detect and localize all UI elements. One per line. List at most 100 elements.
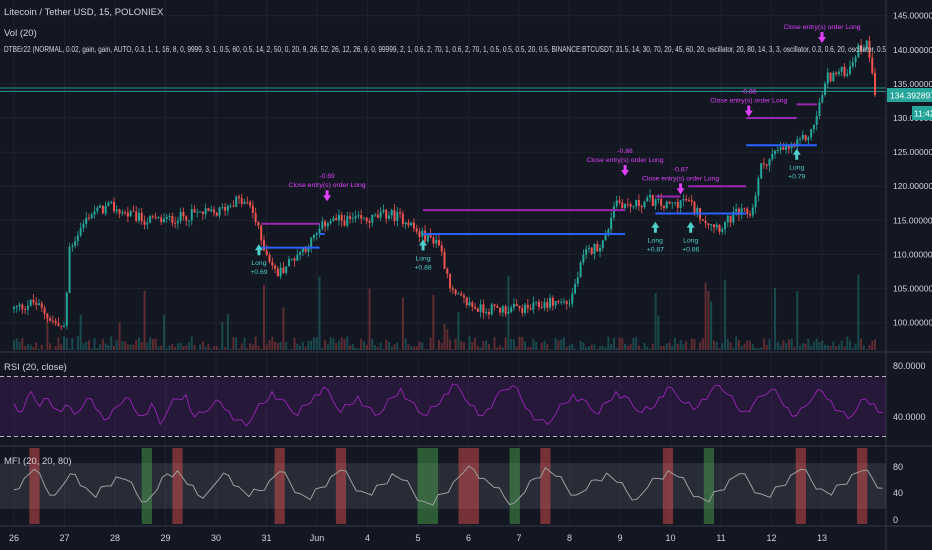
volume-bar <box>115 340 118 350</box>
candle-body <box>599 247 602 252</box>
volume-bar <box>46 312 49 350</box>
candle-body <box>604 234 607 241</box>
candle-body <box>493 304 496 307</box>
volume-bar <box>385 339 388 350</box>
volume-bar <box>718 348 721 350</box>
volume-bar <box>674 337 677 350</box>
volume-bar <box>782 340 785 350</box>
candle-body <box>837 71 840 75</box>
candle-body <box>626 203 629 205</box>
candle-body <box>782 147 785 150</box>
candle-body <box>576 277 579 284</box>
candle-body <box>404 222 407 225</box>
volume-bar <box>746 340 749 350</box>
volume-bar <box>124 341 127 350</box>
candle-body <box>237 196 240 199</box>
candle-body <box>51 320 54 322</box>
rsi-panel[interactable]: RSI (20, close) <box>0 362 886 437</box>
rsi-label[interactable]: RSI (20, close) <box>4 362 67 373</box>
volume-bar <box>349 345 352 350</box>
candle-body <box>532 302 535 310</box>
candle-body <box>54 320 57 323</box>
volume-bar <box>93 338 96 350</box>
candle-body <box>485 312 488 313</box>
candle-body <box>718 224 721 232</box>
volume-bar <box>712 340 715 350</box>
mfi-label[interactable]: MFI (20, 20, 80) <box>4 456 72 467</box>
candle-body <box>615 200 618 207</box>
candle-body <box>129 211 132 217</box>
volume-bar <box>329 336 332 350</box>
candle-body <box>21 304 24 310</box>
mfi-tick-0: 0 <box>893 515 898 525</box>
time-tick-label: 8 <box>567 533 572 543</box>
candle-body <box>799 138 802 140</box>
candle-body <box>324 221 327 227</box>
strategy-indicator-label[interactable]: DTBEr22 (NORMAL, 0.02, gain, gain, AUTO,… <box>4 44 886 54</box>
time-tick-label: 11 <box>716 533 725 543</box>
time-tick-label: 6 <box>466 533 471 543</box>
trade-marker: Long +0.88 <box>414 239 432 271</box>
mfi-overbought-zone <box>172 448 183 524</box>
candle-body <box>787 146 790 149</box>
rsi-tick-40: 40.0000 <box>893 412 926 422</box>
volume-bar <box>574 348 577 350</box>
time-axis[interactable]: 26 27 28 29 30 31 Jun 4 5 6 7 8 9 10 11 12 13 <box>9 533 827 543</box>
candle-body <box>201 211 204 215</box>
volume-bar <box>324 340 327 350</box>
candle-body <box>632 206 635 208</box>
candle-body <box>746 208 749 215</box>
candle-body <box>765 164 768 166</box>
volume-bar <box>571 343 574 350</box>
volume-bar <box>129 344 132 350</box>
candle-body <box>126 212 129 217</box>
volume-bar <box>699 342 702 350</box>
volume-bar <box>521 336 524 350</box>
volume-bar <box>568 345 571 350</box>
volume-bar <box>724 279 727 350</box>
candle-body <box>390 210 393 216</box>
volume-bar <box>318 276 321 350</box>
volume-bar <box>68 348 71 350</box>
candle-body <box>146 222 149 225</box>
candle-body <box>687 200 690 202</box>
trade-type-label: Close entry(s) order Long <box>783 24 860 31</box>
candle-body <box>262 240 265 251</box>
candle-body <box>154 217 157 219</box>
volume-bar <box>262 284 265 350</box>
candle-body <box>249 202 252 206</box>
volume-bar <box>21 338 24 350</box>
candle-body <box>460 293 463 296</box>
volume-bar <box>704 282 707 350</box>
candle-body <box>860 44 863 50</box>
volume-bar <box>104 343 107 350</box>
rsi-line <box>13 383 883 427</box>
vol-indicator-label[interactable]: Vol (20) <box>4 28 37 39</box>
volume-bar <box>35 342 38 350</box>
volume-bar <box>162 314 165 350</box>
candle-body <box>232 205 235 207</box>
price-panel[interactable]: Long +0.69 Close entry(s) order Long -0.69 L… <box>0 24 886 350</box>
volume-bar <box>760 347 763 350</box>
candle-body <box>585 249 588 255</box>
candle-body <box>526 304 529 309</box>
volume-bar <box>243 337 246 350</box>
current-price-tag: 134.39289792 11:42 <box>887 88 932 120</box>
volume-bar <box>496 347 499 350</box>
volume-bar <box>274 341 277 350</box>
volume-bar <box>396 342 399 350</box>
volume-bar <box>590 344 593 350</box>
mfi-panel[interactable]: MFI (20, 20, 80) <box>0 448 886 524</box>
horizontal-price-lines <box>0 87 886 92</box>
candle-body <box>504 306 507 314</box>
candle-body <box>862 49 865 50</box>
candle-body <box>693 202 696 213</box>
candle-body <box>749 214 752 216</box>
candle-body <box>212 209 215 213</box>
volume-bar <box>468 336 471 350</box>
mfi-tick-40: 40 <box>893 488 903 498</box>
trade-value-label: -0.69 <box>319 173 335 180</box>
candle-body <box>351 218 354 219</box>
candle-body <box>187 220 190 222</box>
